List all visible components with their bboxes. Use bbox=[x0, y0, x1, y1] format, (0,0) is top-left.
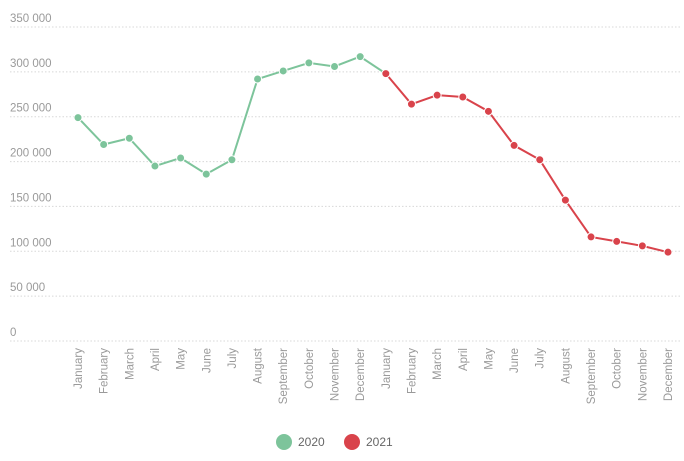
x-tick-label: July bbox=[535, 348, 547, 369]
data-point bbox=[663, 247, 673, 257]
x-tick-label: April bbox=[150, 348, 162, 371]
y-tick-label: 350 000 bbox=[10, 13, 52, 25]
data-point bbox=[253, 74, 263, 84]
data-point bbox=[73, 113, 83, 123]
x-tick-label: August bbox=[560, 347, 572, 384]
y-tick-label: 200 000 bbox=[10, 148, 52, 160]
data-point bbox=[509, 140, 519, 150]
x-tick-label: October bbox=[612, 348, 624, 389]
data-point bbox=[612, 236, 622, 246]
x-tick-label: April bbox=[458, 348, 470, 371]
x-tick-label: May bbox=[483, 348, 495, 370]
data-point bbox=[99, 140, 109, 150]
data-point bbox=[355, 52, 365, 62]
data-point bbox=[586, 232, 596, 242]
x-tick-label: January bbox=[381, 348, 393, 389]
y-tick-label: 100 000 bbox=[10, 237, 52, 249]
series-line bbox=[385, 73, 669, 254]
data-point bbox=[124, 133, 134, 143]
x-tick-label: January bbox=[73, 348, 85, 389]
y-tick-label: 250 000 bbox=[10, 103, 52, 115]
y-tick-label: 0 bbox=[10, 327, 16, 339]
y-tick-label: 300 000 bbox=[10, 58, 52, 70]
y-tick-label: 150 000 bbox=[10, 192, 52, 204]
x-tick-label: June bbox=[509, 348, 521, 373]
data-point bbox=[458, 92, 468, 102]
x-tick-label: June bbox=[201, 348, 213, 373]
data-point bbox=[432, 90, 442, 100]
x-tick-label: March bbox=[432, 348, 444, 380]
x-tick-label: November bbox=[330, 348, 342, 401]
data-point bbox=[637, 241, 647, 251]
x-tick-label: December bbox=[663, 348, 675, 401]
x-tick-label: February bbox=[406, 348, 418, 394]
data-point bbox=[304, 58, 314, 68]
data-point bbox=[560, 195, 570, 205]
x-tick-label: November bbox=[637, 348, 649, 401]
x-tick-label: September bbox=[586, 348, 598, 404]
data-point bbox=[201, 169, 211, 179]
x-tick-label: December bbox=[355, 348, 367, 401]
x-tick-label: September bbox=[278, 348, 290, 404]
data-point bbox=[381, 69, 391, 79]
legend-marker bbox=[276, 434, 292, 450]
data-point bbox=[227, 155, 237, 165]
legend-marker bbox=[344, 434, 360, 450]
x-tick-label: March bbox=[124, 348, 136, 380]
x-tick-label: August bbox=[253, 347, 265, 384]
data-point bbox=[406, 99, 416, 109]
data-point bbox=[176, 153, 186, 163]
legend-label: 2020 bbox=[298, 435, 325, 449]
x-tick-label: May bbox=[176, 348, 188, 370]
data-point bbox=[483, 106, 493, 116]
data-point bbox=[535, 155, 545, 165]
x-tick-label: July bbox=[227, 348, 239, 369]
series-bridge bbox=[359, 55, 387, 75]
data-point bbox=[150, 161, 160, 171]
x-tick-label: February bbox=[99, 348, 111, 394]
data-point bbox=[330, 61, 340, 71]
legend-label: 2021 bbox=[366, 435, 393, 449]
x-tick-label: October bbox=[304, 348, 316, 389]
y-tick-label: 50 000 bbox=[10, 282, 45, 294]
series-line bbox=[77, 55, 361, 176]
data-point bbox=[278, 66, 288, 76]
